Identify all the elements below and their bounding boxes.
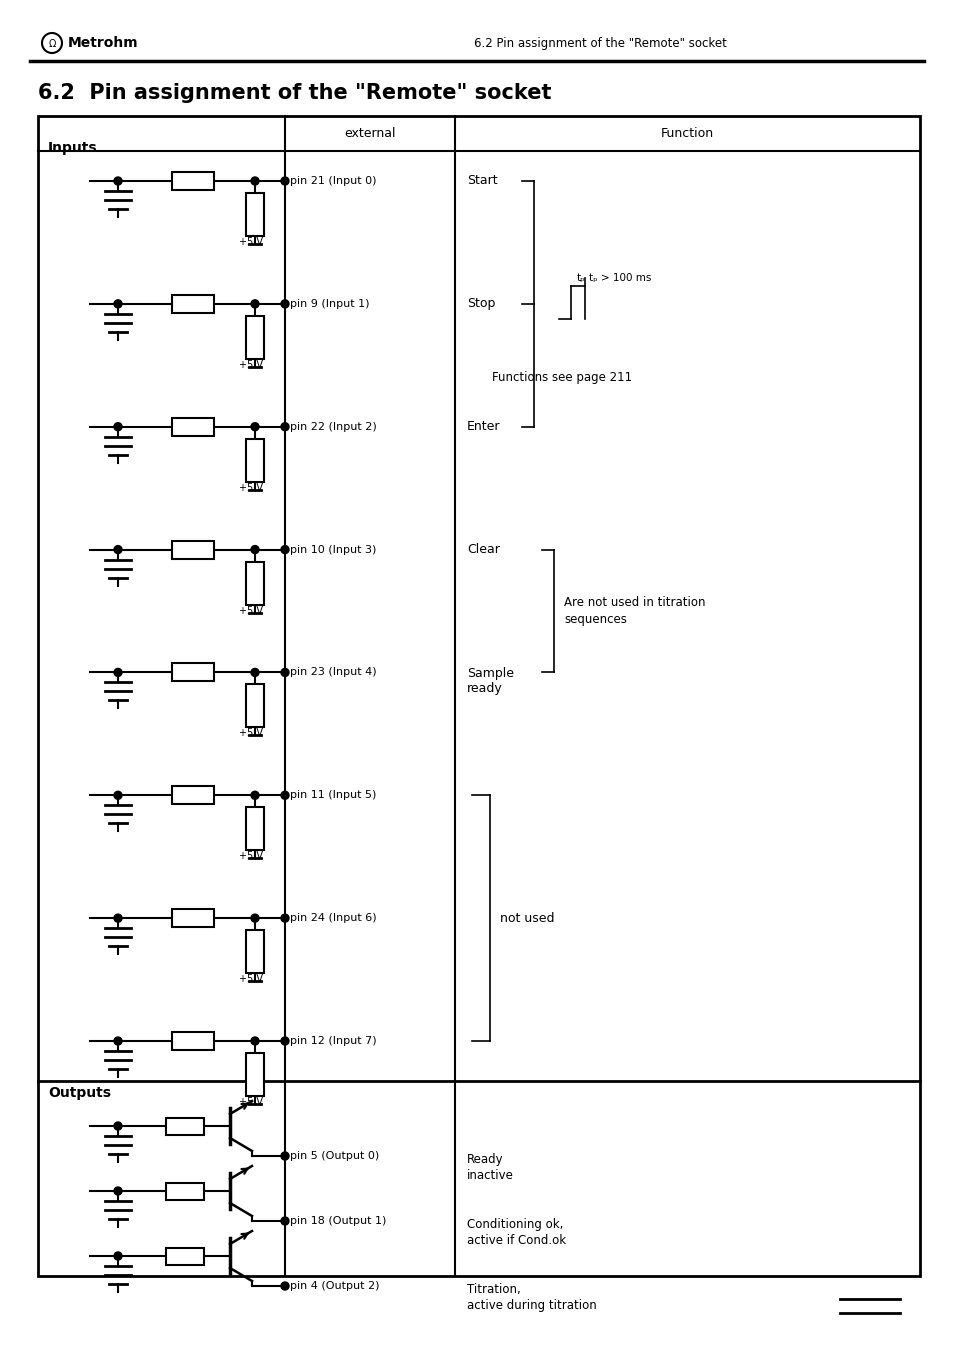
Circle shape [113, 546, 122, 554]
Circle shape [281, 1217, 289, 1225]
Text: pin 24 (Input 6): pin 24 (Input 6) [290, 913, 376, 923]
Text: Conditioning ok,
active if Cond.ok: Conditioning ok, active if Cond.ok [467, 1219, 565, 1247]
Circle shape [281, 1038, 289, 1046]
Circle shape [113, 1038, 122, 1046]
Circle shape [281, 1152, 289, 1161]
Bar [246, 193, 264, 236]
Circle shape [251, 546, 258, 554]
Circle shape [281, 792, 289, 800]
Bar [246, 808, 264, 850]
Bar [246, 685, 264, 727]
Bar [38, 116, 919, 1275]
Text: Metrohm: Metrohm [68, 36, 138, 50]
Bar [166, 1182, 204, 1200]
Text: Are not used in titration
sequences: Are not used in titration sequences [563, 597, 705, 626]
Bar [166, 1117, 204, 1135]
Circle shape [113, 1188, 122, 1196]
Text: +5 V: +5 V [239, 236, 263, 247]
Text: Outputs: Outputs [48, 1086, 111, 1100]
Circle shape [281, 1282, 289, 1290]
Circle shape [281, 669, 289, 677]
Text: +5 V: +5 V [239, 359, 263, 370]
Text: not used: not used [499, 912, 554, 924]
Circle shape [113, 915, 122, 923]
Text: external: external [344, 127, 395, 141]
Bar [172, 295, 213, 313]
Text: Ω: Ω [49, 39, 55, 49]
Text: pin 18 (Output 1): pin 18 (Output 1) [290, 1216, 386, 1225]
Bar [172, 172, 213, 190]
Bar [172, 786, 213, 804]
Circle shape [251, 300, 258, 308]
Circle shape [113, 423, 122, 431]
Circle shape [113, 1252, 122, 1260]
Text: pin 5 (Output 0): pin 5 (Output 0) [290, 1151, 379, 1161]
Bar [246, 316, 264, 359]
Circle shape [251, 669, 258, 677]
Text: 6.2  Pin assignment of the "Remote" socket: 6.2 Pin assignment of the "Remote" socke… [38, 82, 551, 103]
Text: Enter: Enter [467, 420, 500, 434]
Text: pin 10 (Input 3): pin 10 (Input 3) [290, 544, 376, 554]
Bar [166, 1247, 204, 1265]
Text: tₚ > 100 ms: tₚ > 100 ms [588, 273, 651, 282]
Text: 6.2 Pin assignment of the "Remote" socket: 6.2 Pin assignment of the "Remote" socke… [473, 36, 725, 50]
Text: pin 4 (Output 2): pin 4 (Output 2) [290, 1281, 379, 1292]
Text: Ready
inactive: Ready inactive [467, 1152, 514, 1182]
Text: pin 11 (Input 5): pin 11 (Input 5) [290, 790, 376, 800]
Circle shape [281, 177, 289, 185]
Bar [172, 1032, 213, 1050]
Circle shape [281, 915, 289, 923]
Circle shape [113, 1121, 122, 1129]
Circle shape [251, 915, 258, 923]
Circle shape [113, 669, 122, 677]
Text: pin 22 (Input 2): pin 22 (Input 2) [290, 422, 376, 432]
Text: Inputs: Inputs [48, 141, 97, 155]
Bar [172, 663, 213, 681]
Text: pin 9 (Input 1): pin 9 (Input 1) [290, 299, 369, 309]
Bar [172, 417, 213, 436]
Circle shape [281, 300, 289, 308]
Text: Function: Function [660, 127, 713, 141]
Text: +5 V: +5 V [239, 482, 263, 493]
Bar [172, 909, 213, 927]
Text: pin 21 (Input 0): pin 21 (Input 0) [290, 176, 376, 186]
Bar [246, 1052, 264, 1096]
Text: Titration,
active during titration: Titration, active during titration [467, 1283, 597, 1312]
Text: +5 V: +5 V [239, 851, 263, 862]
Text: Sample
ready: Sample ready [467, 667, 514, 696]
Text: pin 23 (Input 4): pin 23 (Input 4) [290, 667, 376, 677]
Bar [246, 439, 264, 482]
Circle shape [251, 1038, 258, 1046]
Bar [246, 562, 264, 604]
Text: Stop: Stop [467, 297, 495, 311]
Circle shape [251, 792, 258, 800]
Bar [246, 929, 264, 973]
Text: Clear: Clear [467, 543, 499, 557]
Text: +5 V: +5 V [239, 605, 263, 616]
Bar [172, 540, 213, 558]
Text: +5 V: +5 V [239, 1097, 263, 1106]
Text: +5 V: +5 V [239, 728, 263, 739]
Text: Functions see page 211: Functions see page 211 [492, 370, 632, 384]
Circle shape [281, 423, 289, 431]
Text: pin 12 (Input 7): pin 12 (Input 7) [290, 1036, 376, 1046]
Text: Start: Start [467, 174, 497, 188]
Circle shape [113, 177, 122, 185]
Circle shape [251, 177, 258, 185]
Text: +5 V: +5 V [239, 974, 263, 984]
Circle shape [281, 546, 289, 554]
Text: tₚ: tₚ [576, 273, 585, 282]
Circle shape [113, 792, 122, 800]
Circle shape [251, 423, 258, 431]
Circle shape [113, 300, 122, 308]
